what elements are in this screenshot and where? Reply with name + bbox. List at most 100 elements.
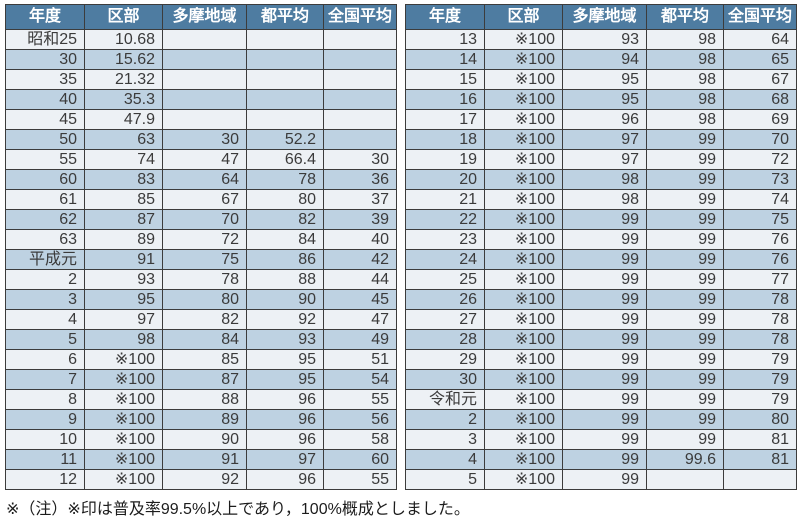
value-cell: 95	[246, 349, 324, 370]
value-cell: 99	[646, 269, 724, 290]
value-cell: 99	[646, 329, 724, 350]
table-row: 61 85 67 80 37	[5, 189, 397, 210]
year-cell: 9	[5, 409, 85, 430]
value-cell	[323, 109, 397, 130]
value-cell: 64	[723, 29, 797, 50]
value-cell: 99	[562, 469, 647, 490]
value-cell: ※100	[484, 169, 563, 190]
table-row: 17 ※100 96 98 69	[405, 109, 797, 130]
value-cell: ※100	[484, 429, 563, 450]
table-body-right: 13 ※100 93 98 64 14 ※100 94 98 65 15 ※100 95 98 67 16 ※1…	[405, 29, 797, 490]
table-row: 50 63 30 52.2	[5, 129, 397, 150]
value-cell: 90	[246, 289, 324, 310]
value-cell	[162, 69, 247, 90]
value-cell: 99	[562, 229, 647, 250]
value-cell: 99	[646, 289, 724, 310]
value-cell: ※100	[84, 349, 163, 370]
value-cell: 79	[723, 389, 797, 410]
year-cell: 7	[5, 369, 85, 390]
column-header-national-average: 全国平均	[723, 4, 797, 30]
year-cell: 6	[5, 349, 85, 370]
value-cell: 87	[84, 209, 163, 230]
value-cell: 99	[562, 349, 647, 370]
value-cell: 97	[562, 129, 647, 150]
column-header-tokyo-average: 都平均	[646, 4, 724, 30]
value-cell: 99	[646, 409, 724, 430]
value-cell: 96	[246, 469, 324, 490]
table-row: 16 ※100 95 98 68	[405, 89, 797, 110]
value-cell: 99	[646, 229, 724, 250]
year-cell: 27	[405, 309, 485, 330]
footnote: ※（注）※印は普及率99.5%以上であり，100%概成としました。	[6, 501, 470, 518]
year-cell: 8	[5, 389, 85, 410]
value-cell: 99	[646, 129, 724, 150]
table-row: 45 47.9	[5, 109, 397, 130]
value-cell: ※100	[484, 69, 563, 90]
table-row: 13 ※100 93 98 64	[405, 29, 797, 50]
year-cell: 昭和25	[5, 29, 85, 50]
value-cell: 66.4	[246, 149, 324, 170]
value-cell: 10.68	[84, 29, 163, 50]
year-cell: 23	[405, 229, 485, 250]
value-cell: 97	[84, 309, 163, 330]
value-cell: 99	[646, 169, 724, 190]
year-cell: 3	[405, 429, 485, 450]
value-cell: 76	[723, 229, 797, 250]
table-row: 20 ※100 98 99 73	[405, 169, 797, 190]
value-cell: 47	[323, 309, 397, 330]
value-cell	[162, 29, 247, 50]
table-row: 18 ※100 97 99 70	[405, 129, 797, 150]
value-cell: ※100	[484, 409, 563, 430]
value-cell: 98	[84, 329, 163, 350]
year-cell: 平成元	[5, 249, 85, 270]
value-cell: 96	[562, 109, 647, 130]
value-cell: 96	[246, 429, 324, 450]
value-cell: 74	[723, 189, 797, 210]
table-row: 35 21.32	[5, 69, 397, 90]
value-cell: 72	[723, 149, 797, 170]
value-cell: ※100	[84, 469, 163, 490]
value-cell: 78	[246, 169, 324, 190]
value-cell: 78	[723, 289, 797, 310]
value-cell: 99	[562, 209, 647, 230]
value-cell: ※100	[84, 429, 163, 450]
value-cell: 91	[162, 449, 247, 470]
value-cell: 60	[323, 449, 397, 470]
table-row: 5 98 84 93 49	[5, 329, 397, 350]
value-cell: 70	[162, 209, 247, 230]
value-cell: 99	[562, 389, 647, 410]
value-cell	[646, 469, 724, 490]
year-cell: 26	[405, 289, 485, 310]
value-cell: ※100	[84, 369, 163, 390]
value-cell: 99	[646, 389, 724, 410]
year-cell: 2	[405, 409, 485, 430]
table-row: 60 83 64 78 36	[5, 169, 397, 190]
year-cell: 29	[405, 349, 485, 370]
value-cell: ※100	[484, 189, 563, 210]
column-header-ward-area: 区部	[484, 4, 563, 30]
table-row: 6 ※100 85 95 51	[5, 349, 397, 370]
table-header-left: 年度 区部 多摩地域 都平均 全国平均	[5, 4, 397, 30]
year-cell: 60	[5, 169, 85, 190]
value-cell: 98	[646, 49, 724, 70]
value-cell: 98	[646, 69, 724, 90]
value-cell: ※100	[484, 289, 563, 310]
value-cell: 74	[84, 149, 163, 170]
year-cell: 20	[405, 169, 485, 190]
value-cell: 81	[723, 449, 797, 470]
value-cell: 93	[246, 329, 324, 350]
year-cell: 28	[405, 329, 485, 350]
value-cell: 21.32	[84, 69, 163, 90]
value-cell	[246, 69, 324, 90]
year-cell: 18	[405, 129, 485, 150]
value-cell: 37	[323, 189, 397, 210]
table-row: 30 ※100 99 99 79	[405, 369, 797, 390]
year-cell: 55	[5, 149, 85, 170]
value-cell: 99	[646, 349, 724, 370]
table-row: 7 ※100 87 95 54	[5, 369, 397, 390]
year-cell: 令和元	[405, 389, 485, 410]
value-cell	[246, 109, 324, 130]
value-cell: ※100	[484, 29, 563, 50]
value-cell: 75	[723, 209, 797, 230]
value-cell: 70	[723, 129, 797, 150]
